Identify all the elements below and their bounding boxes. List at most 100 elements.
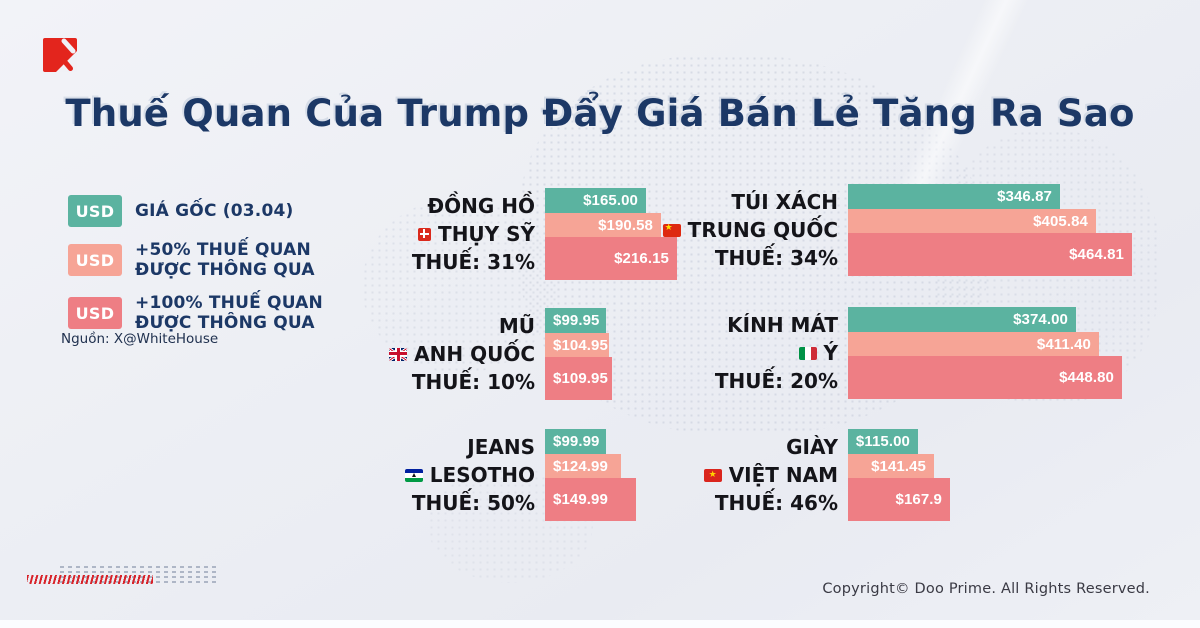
product-group-label: TÚI XÁCH TRUNG QUỐC THUẾ: 34% [538, 184, 838, 276]
legend-label-line: +100% THUẾ QUAN [135, 293, 323, 313]
bar-base-price: $374.00 [848, 307, 1076, 332]
doo-prime-logo-icon [43, 38, 77, 72]
product-group-label: KÍNH MÁT Ý THUẾ: 20% [538, 307, 838, 399]
source-note: Nguồn: X@WhiteHouse [61, 331, 219, 347]
legend-item-2: USD +100% THUẾ QUAN ĐƯỢC THÔNG QUA [68, 293, 323, 333]
product-group-label: MŨ ANH QUỐC THUẾ: 10% [235, 308, 535, 400]
legend: USD GIÁ GỐC (03.04) USD +50% THUẾ QUAN ĐƯỢC … [68, 195, 323, 333]
doo-prime-logo [43, 38, 77, 76]
tariff-label: THUẾ: 10% [411, 370, 535, 394]
product-group-label: GIÀY VIỆT NAM THUẾ: 46% [538, 429, 838, 521]
price-label: $141.45 [871, 457, 926, 475]
legend-label: +100% THUẾ QUAN ĐƯỢC THÔNG QUA [135, 293, 323, 333]
flag-china-icon [662, 222, 681, 237]
bar-plus50: $411.40 [848, 332, 1099, 356]
product-group-label: JEANS LESOTHO THUẾ: 50% [235, 429, 535, 521]
price-label: $149.99 [553, 491, 608, 508]
price-label: $405.84 [1033, 212, 1088, 230]
price-label: $374.00 [1013, 311, 1068, 328]
product-name: KÍNH MÁT [727, 313, 838, 337]
tariff-label: THUẾ: 34% [714, 246, 838, 270]
price-label: $104.95 [553, 336, 608, 354]
bar-plus50: $124.99 [545, 454, 621, 478]
bar-base-price: $99.95 [545, 308, 606, 333]
price-label: $124.99 [553, 457, 608, 475]
flag-uk-icon [389, 347, 408, 361]
price-label: $99.95 [553, 312, 600, 329]
bar-plus100: $167.9 [848, 478, 950, 521]
price-label: $216.15 [614, 250, 669, 267]
country-line: ANH QUỐC [389, 342, 535, 366]
country-name: ANH QUỐC [414, 342, 535, 366]
country-line: TRUNG QUỐC [662, 218, 838, 242]
tariff-label: THUẾ: 20% [714, 369, 838, 393]
price-label: $464.81 [1069, 246, 1124, 263]
legend-swatch: USD [68, 297, 122, 329]
bar-plus50: $141.45 [848, 454, 934, 478]
product-group-label: ĐỒNG HỒ THỤY SỸ THUẾ: 31% [235, 188, 535, 280]
decor-red-stripe [27, 575, 153, 584]
legend-label: GIÁ GỐC (03.04) [135, 201, 293, 221]
tariff-label: THUẾ: 50% [411, 491, 535, 515]
copyright-text: Copyright© Doo Prime. All Rights Reserve… [822, 581, 1150, 597]
bar-plus100: $109.95 [545, 357, 612, 400]
bar-plus50: $104.95 [545, 333, 609, 357]
legend-label-line: ĐƯỢC THÔNG QUA [135, 313, 315, 333]
price-label: $167.9 [895, 491, 942, 508]
legend-label-line: +50% THUẾ QUAN [135, 240, 311, 260]
legend-item-1: USD +50% THUẾ QUAN ĐƯỢC THÔNG QUA [68, 240, 323, 280]
price-label: $448.80 [1059, 369, 1114, 386]
product-name: MŨ [498, 314, 535, 338]
bar-plus50: $405.84 [848, 209, 1096, 233]
legend-swatch-label: USD [75, 250, 115, 270]
bar-plus100: $448.80 [848, 356, 1122, 399]
country-line: LESOTHO [404, 463, 535, 487]
country-name: Ý [823, 341, 838, 365]
price-label: $411.40 [1036, 335, 1091, 353]
legend-label: +50% THUẾ QUAN ĐƯỢC THÔNG QUA [135, 240, 315, 280]
legend-label-line: ĐƯỢC THÔNG QUA [135, 260, 315, 280]
flag-italy-icon [798, 346, 817, 360]
bar-plus100: $464.81 [848, 233, 1132, 276]
legend-item-0: USD GIÁ GỐC (03.04) [68, 195, 323, 227]
price-label: $109.95 [553, 370, 608, 387]
product-name: TÚI XÁCH [731, 190, 838, 214]
country-name: THỤY SỸ [438, 222, 535, 246]
flag-switzerland-icon [418, 227, 432, 241]
country-line: Ý [798, 341, 838, 365]
decor-dash-row [60, 571, 217, 573]
bar-plus100: $149.99 [545, 478, 636, 521]
product-name: GIÀY [786, 435, 838, 459]
decor-dash-row [60, 566, 217, 568]
tariff-label: THUẾ: 46% [714, 491, 838, 515]
flag-vietnam-icon [703, 468, 722, 482]
price-label: $99.99 [553, 433, 600, 450]
page-title: Thuế Quan Của Trump Đẩy Giá Bán Lẻ Tăng … [65, 92, 1135, 135]
bar-base-price: $346.87 [848, 184, 1060, 209]
price-label: $190.58 [598, 216, 653, 234]
product-name: JEANS [467, 435, 535, 459]
bar-base-price: $99.99 [545, 429, 606, 454]
country-line: VIỆT NAM [703, 463, 838, 487]
bar-base-price: $115.00 [848, 429, 918, 454]
country-name: VIỆT NAM [728, 463, 838, 487]
legend-swatch: USD [68, 244, 122, 276]
bar-plus100: $216.15 [545, 237, 677, 280]
bottom-band [0, 620, 1200, 628]
price-label: $115.00 [855, 433, 910, 450]
country-name: LESOTHO [429, 463, 535, 487]
product-name: ĐỒNG HỒ [427, 194, 535, 218]
bar-base-price: $165.00 [545, 188, 646, 213]
flag-lesotho-icon [404, 468, 423, 482]
country-line: THỤY SỸ [418, 222, 535, 246]
bar-plus50: $190.58 [545, 213, 661, 237]
price-label: $346.87 [997, 188, 1052, 205]
price-label: $165.00 [583, 192, 638, 209]
country-name: TRUNG QUỐC [687, 218, 838, 242]
legend-swatch: USD [68, 195, 122, 227]
world-map-dots [362, 198, 557, 373]
legend-swatch-label: USD [75, 201, 115, 221]
legend-swatch-label: USD [75, 303, 115, 323]
legend-label-line: GIÁ GỐC (03.04) [135, 201, 294, 221]
